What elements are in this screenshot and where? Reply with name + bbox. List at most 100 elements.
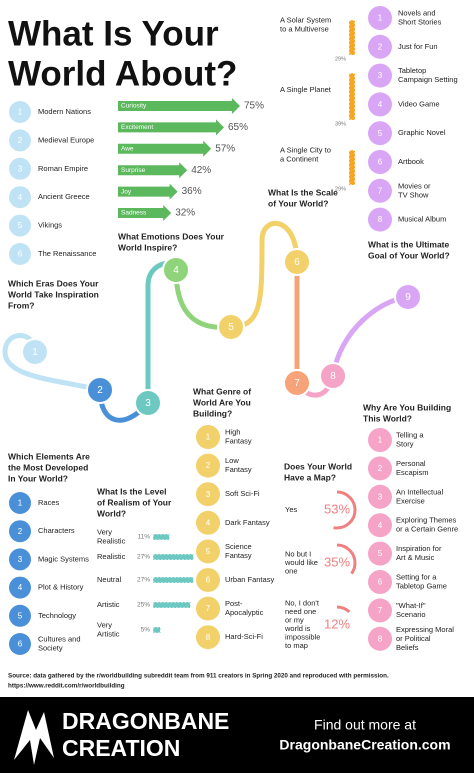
element-badge [9,633,31,655]
genre-label: Soft Sci-Fi [225,489,260,498]
why-label: Escapism [396,468,429,477]
step-number: 5 [228,322,234,333]
emotion-label: Joy [121,188,132,195]
genre-number: 6 [206,576,211,585]
emotion-value: 75% [244,101,264,112]
section-heading: What Is the Scale [268,187,338,197]
element-label: Technology [38,611,76,620]
genre-label: Low [225,456,239,465]
era-badge [9,129,31,152]
section-heading: From? [8,300,34,310]
goal-badge [368,178,392,203]
genre-label: Hard-Sci-Fi [225,632,263,641]
step-number: 4 [173,265,179,276]
why-badge [368,598,392,623]
genre-label: Urban Fantasy [225,575,274,584]
why-label: or Political [396,634,431,643]
section-heading: the Most Developed [8,462,88,472]
section-heading: This World? [363,413,412,423]
element-badge [9,548,31,571]
goal-label: Novels and [398,8,436,17]
goal-label: Video Game [398,99,440,108]
step-circle [134,389,162,417]
realism-bar [152,553,194,561]
genre-badge [196,539,220,564]
emotion-label: Excitement [121,124,153,131]
section-heading: What Emotions Does Your [118,231,225,241]
section-heading: Building? [193,408,232,418]
section-heading: World Inspire? [118,242,177,252]
realism-bar [152,626,161,634]
map-arc [317,605,357,645]
brand: DRAGONBANE [62,708,229,734]
why-badge [368,513,392,538]
goal-label: TV Show [398,190,429,199]
goal-badge [368,34,392,59]
era-label: Ancient Greece [38,192,90,201]
element-number: 3 [18,555,23,564]
era-badge [9,186,31,209]
step-circle [283,248,311,276]
why-label: or a Certain Genre [396,525,458,534]
emotion-bar [118,183,178,200]
emotion-bar [118,98,240,114]
emotion-bar [118,140,212,157]
map-label: need one [285,607,316,616]
genre-badge [196,453,220,478]
map-label: world is [284,624,311,633]
element-number: 2 [18,527,23,536]
genre-badge [196,482,220,507]
era-number: 5 [18,221,23,230]
element-label: Plot & History [38,583,84,592]
section-heading: What Is the Level [97,486,166,496]
map-label: would like [284,558,318,567]
element-number: 5 [18,611,23,620]
title: World About? [8,54,237,93]
goal-label: Tabletop [398,66,426,75]
scale-label: A Solar System [280,15,331,24]
why-number: 5 [378,549,383,558]
era-badge [9,214,31,237]
scale-label: A Single City to [280,145,331,154]
genre-number: 3 [206,490,211,499]
goal-badge [368,207,392,232]
goal-label: Just for Fun [398,42,438,51]
emotion-bar [118,119,224,136]
why-label: Tabletop Game [396,581,447,590]
era-badge [9,101,31,123]
step-circle [283,369,311,397]
goal-badge [368,121,392,146]
why-number: 3 [378,492,383,501]
realism-label: Very [97,527,112,536]
genre-label: Science [225,542,252,551]
emotion-label: Surprise [121,167,146,174]
genre-label: Post- [225,599,243,608]
step-number: 2 [97,385,103,396]
map-label: to map [285,641,308,650]
why-label: An Intellectual [396,487,443,496]
genre-badge [196,625,220,650]
why-label: Setting for a [396,572,437,581]
element-number: 1 [18,499,23,508]
goal-number: 3 [378,71,383,80]
section-heading: Why Are You Building [363,402,451,412]
realism-label: Artistic [97,600,120,609]
realism-bar [152,576,194,584]
genre-label: Fantasy [225,465,252,474]
step-number: 9 [405,292,411,303]
section-heading: World? [97,508,126,518]
scale-value: 29% [335,186,346,192]
section-heading: Does Your World [284,461,352,471]
element-number: 4 [18,583,23,592]
emotion-value: 57% [215,143,235,154]
goal-label: Movies or [398,181,431,190]
realism-label: Realistic [97,536,126,545]
section-heading: World Are You [193,397,251,407]
goal-label: Artbook [398,157,424,166]
goal-number: 7 [378,186,383,195]
goal-badge [368,6,392,30]
emotion-label: Sadness [121,210,147,217]
scale-label: A Single Planet [280,85,332,94]
section-heading: What Genre of [193,386,251,396]
